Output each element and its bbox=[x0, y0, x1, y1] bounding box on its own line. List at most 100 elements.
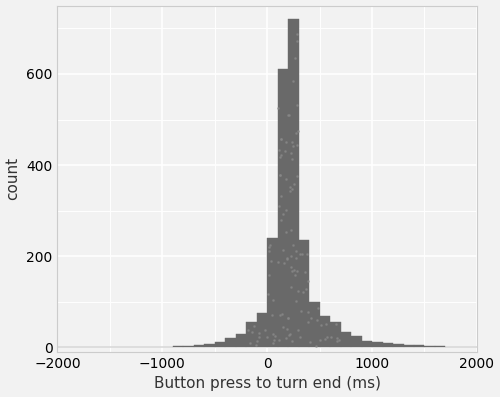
Point bbox=[288, 143, 296, 149]
Point bbox=[282, 228, 290, 235]
Point bbox=[293, 267, 301, 274]
Bar bbox=[424, 346, 435, 347]
Point bbox=[280, 211, 287, 217]
Point bbox=[327, 334, 335, 341]
Point bbox=[264, 291, 272, 298]
Point bbox=[316, 337, 324, 343]
Point bbox=[298, 307, 306, 314]
Point bbox=[253, 337, 261, 344]
Point bbox=[290, 55, 298, 62]
Bar bbox=[382, 343, 393, 347]
Point bbox=[248, 329, 256, 335]
Point bbox=[274, 337, 282, 343]
Point bbox=[294, 102, 302, 108]
Point bbox=[280, 247, 287, 253]
Bar bbox=[330, 322, 340, 347]
Point bbox=[290, 266, 298, 273]
Point bbox=[290, 78, 298, 85]
Point bbox=[290, 181, 298, 187]
Bar bbox=[172, 346, 183, 347]
Bar bbox=[414, 345, 424, 347]
Point bbox=[292, 255, 300, 261]
Bar bbox=[236, 334, 246, 347]
Point bbox=[284, 111, 292, 118]
Point bbox=[323, 333, 331, 340]
Bar bbox=[225, 338, 235, 347]
Bar bbox=[393, 344, 404, 347]
Bar bbox=[320, 316, 330, 347]
Point bbox=[274, 105, 282, 111]
Point bbox=[288, 150, 296, 156]
Point bbox=[288, 241, 296, 248]
Point bbox=[286, 253, 294, 259]
Point bbox=[294, 31, 302, 37]
Point bbox=[276, 172, 284, 178]
Point bbox=[287, 264, 295, 270]
Bar bbox=[267, 238, 278, 347]
Point bbox=[292, 272, 300, 278]
Bar bbox=[278, 69, 288, 347]
Bar bbox=[404, 345, 414, 347]
Bar bbox=[183, 346, 194, 347]
Point bbox=[276, 172, 284, 179]
X-axis label: Button press to turn end (ms): Button press to turn end (ms) bbox=[154, 376, 380, 391]
Bar bbox=[204, 344, 214, 347]
Bar bbox=[298, 240, 309, 347]
Point bbox=[288, 139, 296, 145]
Point bbox=[277, 216, 285, 223]
Point bbox=[292, 130, 300, 136]
Point bbox=[313, 317, 321, 324]
Point bbox=[252, 342, 260, 349]
Point bbox=[276, 153, 284, 160]
Point bbox=[286, 184, 294, 190]
Point bbox=[296, 334, 304, 340]
Bar bbox=[309, 302, 320, 347]
Point bbox=[270, 331, 278, 337]
Point bbox=[288, 185, 296, 192]
Point bbox=[306, 339, 314, 345]
Point bbox=[303, 251, 311, 257]
Bar bbox=[256, 313, 267, 347]
Point bbox=[286, 227, 294, 233]
Point bbox=[262, 333, 270, 340]
Point bbox=[286, 330, 294, 337]
Point bbox=[294, 38, 302, 44]
Point bbox=[333, 338, 341, 344]
Bar bbox=[340, 331, 351, 347]
Y-axis label: count: count bbox=[6, 157, 20, 200]
Point bbox=[288, 268, 296, 274]
Point bbox=[333, 335, 341, 341]
Point bbox=[246, 340, 254, 346]
Point bbox=[268, 311, 276, 318]
Point bbox=[265, 248, 273, 254]
Point bbox=[282, 207, 290, 213]
Point bbox=[283, 326, 291, 333]
Point bbox=[318, 322, 326, 328]
Point bbox=[250, 323, 258, 330]
Point bbox=[292, 297, 300, 304]
Point bbox=[288, 156, 296, 162]
Point bbox=[280, 147, 288, 154]
Point bbox=[268, 297, 276, 303]
Point bbox=[322, 321, 330, 327]
Bar bbox=[246, 322, 256, 347]
Point bbox=[282, 139, 290, 145]
Point bbox=[302, 286, 310, 293]
Point bbox=[288, 338, 296, 345]
Point bbox=[244, 327, 252, 333]
Point bbox=[332, 321, 340, 327]
Point bbox=[274, 259, 282, 265]
Point bbox=[294, 128, 302, 135]
Point bbox=[314, 304, 322, 311]
Point bbox=[285, 331, 293, 338]
Point bbox=[279, 324, 287, 330]
Point bbox=[282, 335, 290, 341]
Point bbox=[277, 136, 285, 143]
Point bbox=[284, 254, 292, 261]
Point bbox=[304, 278, 312, 285]
Point bbox=[266, 242, 274, 248]
Point bbox=[254, 334, 262, 340]
Point bbox=[267, 258, 275, 265]
Point bbox=[255, 330, 263, 336]
Point bbox=[292, 142, 300, 148]
